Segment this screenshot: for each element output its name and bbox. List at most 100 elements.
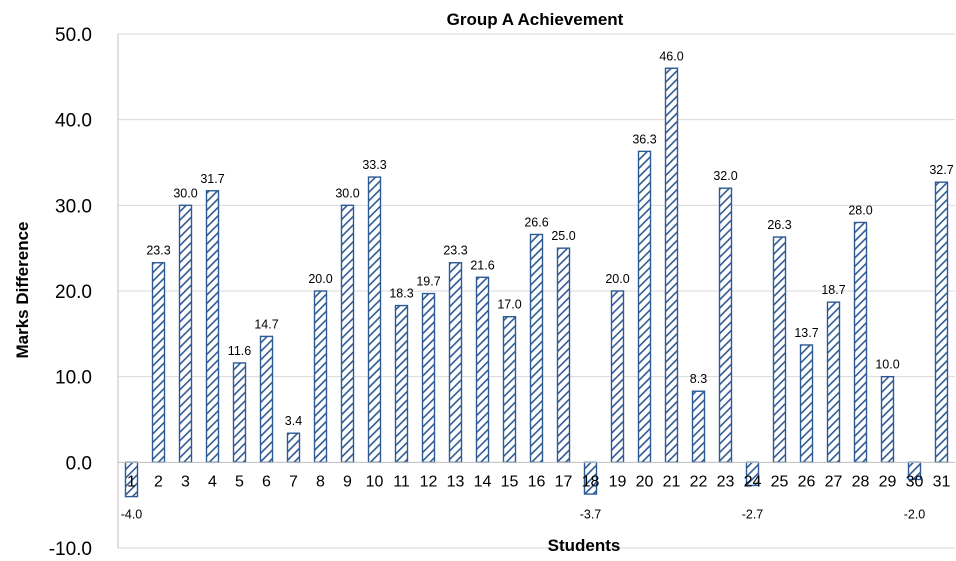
bar	[772, 236, 787, 464]
y-axis-ticks: -10.0 0.0 10.0 20.0 30.0 40.0 50.0	[49, 25, 92, 560]
data-labels: -4.023.330.031.711.614.73.420.030.033.31…	[121, 49, 954, 521]
x-tick-label: 18	[582, 473, 600, 490]
x-tick-label: 17	[555, 473, 573, 490]
x-tick-label: 19	[609, 473, 627, 490]
data-label: 14.7	[254, 317, 278, 331]
bar	[880, 375, 895, 464]
y-tick-label: 0.0	[66, 453, 92, 474]
data-label: 18.7	[821, 283, 845, 297]
y-tick-label: 40.0	[55, 111, 92, 132]
bar	[718, 187, 733, 464]
bar	[205, 190, 220, 464]
x-tick-label: 2	[154, 473, 163, 490]
bar	[313, 290, 328, 464]
data-label: 23.3	[443, 244, 467, 258]
x-tick-label: 8	[316, 473, 325, 490]
x-tick-label: 10	[366, 473, 384, 490]
data-label: 36.3	[632, 132, 656, 146]
data-label: 28.0	[848, 203, 872, 217]
bar	[529, 233, 544, 464]
y-tick-label: 30.0	[55, 196, 92, 217]
x-tick-label: 28	[852, 473, 870, 490]
x-tick-label: 23	[717, 473, 735, 490]
data-label: 32.0	[713, 169, 737, 183]
x-tick-label: 31	[933, 473, 951, 490]
bar	[232, 362, 247, 464]
x-tick-label: 24	[744, 473, 762, 490]
data-label: 20.0	[308, 272, 332, 286]
bar	[610, 290, 625, 464]
data-label: 23.3	[146, 244, 170, 258]
bar	[259, 335, 274, 464]
x-tick-label: 15	[501, 473, 519, 490]
x-tick-label: 6	[262, 473, 271, 490]
y-tick-label: -10.0	[49, 539, 92, 556]
x-tick-label: 9	[343, 473, 352, 490]
x-tick-label: 25	[771, 473, 789, 490]
x-tick-label: 22	[690, 473, 708, 490]
bar	[286, 432, 301, 464]
y-axis-title: Marks Difference	[13, 221, 32, 358]
data-label: 20.0	[605, 272, 629, 286]
x-tick-label: 21	[663, 473, 681, 490]
data-label: 11.6	[228, 344, 251, 358]
bar	[502, 316, 517, 464]
x-tick-label: 16	[528, 473, 546, 490]
bar	[853, 221, 868, 464]
bar	[664, 67, 679, 464]
bars	[118, 67, 955, 498]
x-axis-ticks: 1 2 3 4 5 6 7 8 9 10 11 12 13 14 15 16 17 18 19 20 21 22 23 24 2…	[127, 473, 950, 490]
data-label: 10.0	[875, 358, 899, 372]
y-tick-label: 10.0	[55, 368, 92, 389]
bar	[556, 247, 571, 464]
y-tick-label: 50.0	[55, 25, 92, 46]
bar	[421, 292, 436, 464]
bar	[367, 176, 382, 464]
x-axis-title: Students	[548, 536, 621, 555]
bar	[448, 262, 463, 464]
x-tick-label: 14	[474, 473, 492, 490]
x-tick-label: 11	[393, 473, 410, 490]
data-label: 18.3	[389, 287, 413, 301]
bar	[799, 344, 814, 464]
data-label: 21.6	[470, 258, 494, 272]
data-label: 26.6	[524, 215, 548, 229]
x-tick-label: 7	[289, 473, 298, 490]
chart-title: Group A Achievement	[447, 10, 624, 29]
x-tick-label: 30	[906, 473, 924, 490]
data-label: -4.0	[121, 507, 143, 521]
x-tick-label: 27	[825, 473, 843, 490]
x-tick-label: 20	[636, 473, 654, 490]
data-label: 32.7	[929, 163, 953, 177]
x-tick-label: 26	[798, 473, 816, 490]
bar	[934, 181, 949, 464]
data-label: 3.4	[285, 414, 302, 428]
bar	[151, 262, 166, 464]
data-label: 8.3	[690, 372, 707, 386]
data-label: 31.7	[200, 172, 224, 186]
data-label: 25.0	[551, 229, 575, 243]
data-label: 30.0	[335, 186, 359, 200]
x-tick-label: 12	[420, 473, 438, 490]
data-label: 19.7	[416, 275, 440, 289]
x-tick-label: 5	[235, 473, 244, 490]
data-label: 30.0	[173, 186, 197, 200]
data-label: 26.3	[767, 218, 791, 232]
data-label: 17.0	[497, 298, 521, 312]
bar	[475, 276, 490, 464]
x-tick-label: 4	[208, 473, 217, 490]
bar	[691, 390, 706, 464]
bar	[637, 150, 652, 464]
data-label: 13.7	[794, 326, 818, 340]
data-label: -2.7	[742, 507, 764, 521]
x-tick-label: 29	[879, 473, 897, 490]
x-tick-label: 13	[447, 473, 465, 490]
bar	[394, 304, 409, 464]
x-tick-label: 1	[127, 473, 136, 490]
bar	[178, 204, 193, 464]
y-tick-label: 20.0	[55, 282, 92, 303]
data-label: 46.0	[659, 49, 683, 63]
bar	[826, 301, 841, 464]
